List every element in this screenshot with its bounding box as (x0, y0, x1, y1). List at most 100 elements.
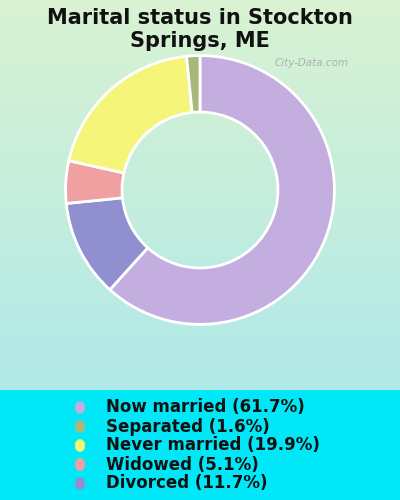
Bar (0, 256, 400, 258)
Bar (0, 366, 400, 368)
Bar (0, 28, 400, 29)
Bar (0, 191, 400, 193)
Bar (0, 108, 400, 109)
Bar (0, 126, 400, 128)
Bar (0, 210, 400, 212)
Bar (0, 370, 400, 372)
Bar (0, 206, 400, 208)
Bar (0, 182, 400, 184)
Bar (0, 136, 400, 138)
Bar (0, 298, 400, 300)
Bar (0, 98, 400, 100)
Bar (0, 50, 400, 52)
Bar (0, 240, 400, 242)
Bar (0, 226, 400, 228)
Bar (0, 132, 400, 134)
Bar (0, 119, 400, 121)
Bar (0, 281, 400, 283)
Bar (0, 296, 400, 298)
Bar (0, 39, 400, 41)
Bar (0, 134, 400, 136)
Bar (0, 364, 400, 366)
Text: City-Data.com: City-Data.com (275, 58, 349, 68)
Text: Never married (19.9%): Never married (19.9%) (106, 436, 320, 454)
Bar (0, 214, 400, 216)
Bar (0, 10, 400, 12)
Bar (0, 90, 400, 92)
Bar (0, 125, 400, 126)
Bar (0, 238, 400, 240)
Bar (0, 361, 400, 362)
Bar (0, 328, 400, 330)
Bar (0, 340, 400, 341)
Bar (0, 279, 400, 281)
Bar (0, 8, 400, 10)
Wedge shape (66, 198, 148, 290)
Wedge shape (66, 160, 124, 204)
Bar (0, 362, 400, 364)
Bar (0, 277, 400, 279)
Text: Divorced (11.7%): Divorced (11.7%) (106, 474, 268, 492)
Bar (0, 52, 400, 54)
Bar (0, 62, 400, 64)
Bar (0, 152, 400, 154)
Bar (0, 203, 400, 205)
Bar (0, 184, 400, 185)
Bar (0, 49, 400, 50)
Bar (0, 386, 400, 388)
Bar (0, 380, 400, 382)
Bar (0, 302, 400, 304)
Bar (0, 180, 400, 182)
Bar (0, 58, 400, 60)
Bar (0, 26, 400, 28)
Bar (0, 31, 400, 33)
Text: Separated (1.6%): Separated (1.6%) (106, 418, 270, 436)
Bar (0, 300, 400, 302)
Bar (0, 290, 400, 292)
Bar (0, 222, 400, 224)
Bar (0, 156, 400, 158)
Bar (0, 123, 400, 125)
Bar (0, 142, 400, 144)
Bar (0, 66, 400, 68)
Bar (0, 113, 400, 115)
Bar (0, 254, 400, 256)
Bar (0, 341, 400, 343)
Bar (0, 232, 400, 234)
Bar (0, 104, 400, 106)
Bar (0, 316, 400, 318)
Bar (0, 314, 400, 316)
Bar (0, 320, 400, 322)
Bar (0, 234, 400, 236)
Bar (0, 0, 400, 2)
Bar (0, 351, 400, 353)
Bar (0, 86, 400, 88)
Wedge shape (110, 56, 334, 324)
Bar (0, 306, 400, 308)
Bar (0, 318, 400, 320)
Bar (0, 252, 400, 254)
Bar (0, 260, 400, 262)
Bar (0, 72, 400, 74)
Bar (0, 294, 400, 296)
Bar (0, 29, 400, 31)
Bar (0, 330, 400, 332)
Bar (0, 359, 400, 361)
Bar (0, 20, 400, 22)
Bar (0, 216, 400, 218)
Bar (0, 170, 400, 172)
Bar (0, 357, 400, 359)
Bar (0, 18, 400, 20)
Bar (0, 193, 400, 195)
Bar (0, 60, 400, 62)
Bar (0, 286, 400, 288)
Bar (0, 343, 400, 345)
Bar (0, 6, 400, 8)
Bar (0, 56, 400, 58)
Bar (0, 68, 400, 70)
Bar (0, 176, 400, 178)
Bar (0, 271, 400, 273)
Bar (0, 267, 400, 269)
Bar (0, 16, 400, 18)
Bar (0, 326, 400, 328)
